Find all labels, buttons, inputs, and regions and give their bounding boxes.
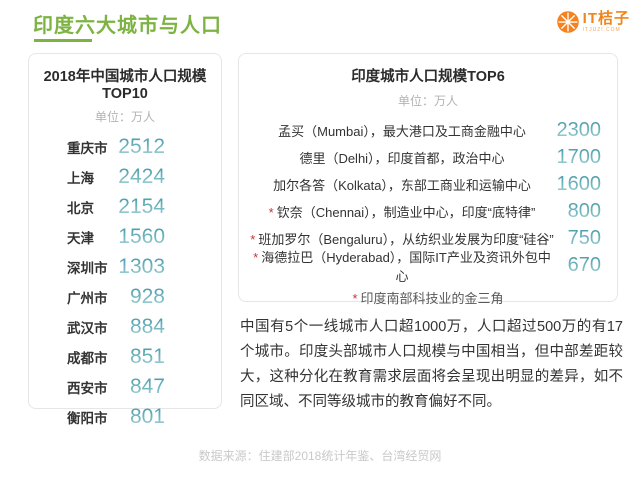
india-footnote: * 印度南部科技业的金三角 (239, 288, 617, 307)
china-top10-panel: 2018年中国城市人口规模TOP10 单位：万人 重庆市 2512 上海 2424 北京… (28, 53, 222, 428)
city-population: 2424 (118, 165, 165, 188)
india-city-list: 孟买（Mumbai），最大港口及工商金融中心 2300 德里（Delhi），印度首都… (239, 117, 617, 284)
city-population: 928 (129, 285, 165, 308)
star-marker: * (253, 249, 259, 265)
city-population: 851 (129, 345, 165, 368)
orange-icon (556, 11, 579, 33)
data-source: 数据来源：住建部2018统计年鉴、台湾经贸网 (198, 449, 442, 463)
city-name: 北京 (67, 201, 94, 216)
page-title: 印度六大城市与人口 (33, 15, 222, 37)
india-city-row: * 海德拉巴（Hyderabad），国际IT产业及资讯外包中心 670 (239, 250, 617, 284)
itjuzi-logo: IT桔子 ITJUZI.COM (556, 10, 630, 33)
city-description: * 钦奈（Chennai），制造业中心，印度“底特律” (268, 205, 536, 220)
india-panel-unit: 单位：万人 (397, 94, 458, 108)
star-marker: * (268, 205, 274, 220)
city-population: 1700 (556, 146, 602, 168)
footnote-star: * (352, 291, 358, 306)
india-panel-title: 印度城市人口规模TOP6 (351, 69, 505, 85)
city-description: 加尔各答（Kolkata），东部工商业和运输中心 (273, 178, 531, 193)
china-city-row: 重庆市 2512 (29, 132, 221, 162)
china-city-row: 北京 2154 (29, 192, 221, 222)
city-population: 2300 (556, 119, 602, 141)
city-name: 衡阳市 (67, 411, 108, 426)
logo-domain-text: ITJUZI.COM (582, 27, 621, 33)
city-name: 成都市 (67, 351, 108, 366)
city-description: * 班加罗尔（Bengaluru），从纺织业发展为印度“硅谷” (250, 232, 554, 247)
city-name: 重庆市 (67, 141, 108, 156)
china-panel-title: 2018年中国城市人口规模TOP10 (43, 69, 207, 102)
china-city-row: 广州市 928 (29, 282, 221, 312)
china-city-row: 深圳市 1303 (29, 252, 221, 282)
footnote-text: 印度南部科技业的金三角 (360, 291, 504, 306)
city-population: 1560 (118, 225, 165, 248)
star-marker: * (250, 232, 256, 247)
city-name: 西安市 (67, 381, 108, 396)
china-city-row: 成都市 851 (29, 342, 221, 372)
city-population: 1600 (556, 173, 602, 195)
city-description: 孟买（Mumbai），最大港口及工商金融中心 (278, 124, 526, 139)
city-name: 上海 (67, 171, 94, 186)
city-population: 2512 (118, 135, 165, 158)
china-panel-unit: 单位：万人 (94, 110, 155, 124)
india-city-row: * 班加罗尔（Bengaluru），从纺织业发展为印度“硅谷” 750 (239, 225, 617, 252)
china-city-list: 重庆市 2512 上海 2424 北京 2154 天津 1560 深圳市 1303 广州市 928 武汉… (29, 132, 221, 432)
india-city-row: 德里（Delhi），印度首都，政治中心 1700 (239, 144, 617, 171)
china-city-row: 衡阳市 801 (29, 402, 221, 432)
china-city-row: 西安市 847 (29, 372, 221, 402)
city-population: 884 (129, 315, 165, 338)
india-city-row: 孟买（Mumbai），最大港口及工商金融中心 2300 (239, 117, 617, 144)
city-population: 801 (129, 405, 165, 428)
city-population: 800 (555, 200, 601, 223)
china-city-row: 上海 2424 (29, 162, 221, 192)
city-population: 847 (129, 375, 165, 398)
city-name: 武汉市 (67, 321, 108, 336)
summary-paragraph: 中国有5个一线城市人口超1000万，人口超过500万的有17 个城市。印度头部城… (240, 319, 623, 410)
india-city-row: * 钦奈（Chennai），制造业中心，印度“底特律” 800 (239, 198, 617, 225)
logo-text: IT桔子 (582, 10, 630, 27)
city-name: 天津 (67, 231, 94, 246)
china-city-row: 武汉市 884 (29, 312, 221, 342)
title-underline (34, 39, 92, 42)
city-population: 670 (555, 254, 601, 277)
city-population: 750 (555, 227, 601, 250)
city-name: 广州市 (67, 291, 108, 306)
city-population: 2154 (118, 195, 165, 218)
india-top6-panel: 印度城市人口规模TOP6 单位：万人 孟买（Mumbai），最大港口及工商金融中… (238, 53, 618, 306)
city-description: * 海德拉巴（Hyderabad），国际IT产业及资讯外包中心 (253, 249, 551, 284)
city-population: 1303 (118, 255, 165, 278)
city-description: 德里（Delhi），印度首都，政治中心 (299, 151, 505, 166)
city-name: 深圳市 (67, 261, 108, 276)
china-city-row: 天津 1560 (29, 222, 221, 252)
india-city-row: 加尔各答（Kolkata），东部工商业和运输中心 1600 (239, 171, 617, 198)
